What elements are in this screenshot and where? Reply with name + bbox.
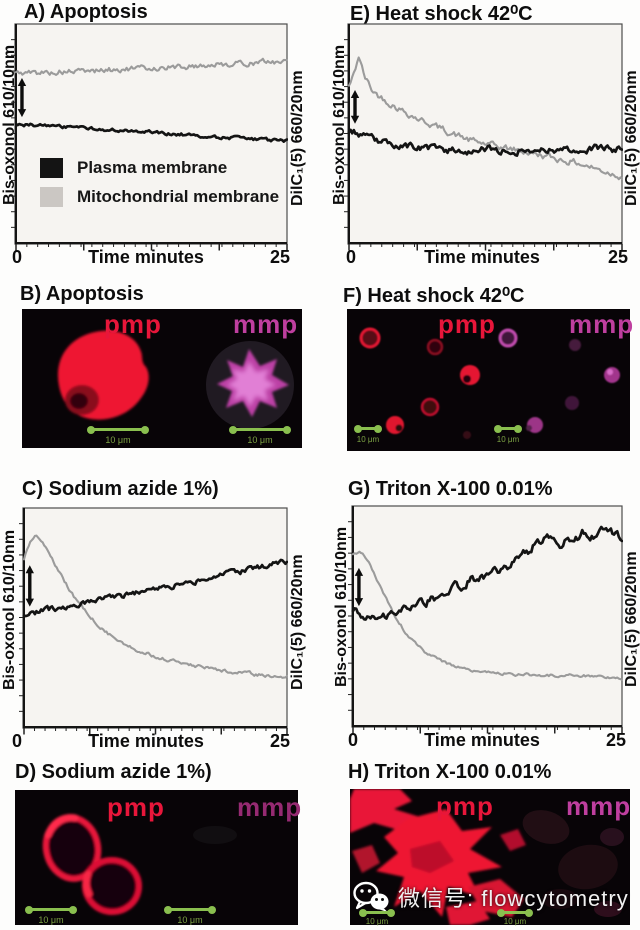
fluorescence-image-apoptosis: pmp mmp 10 μm 10 μm (22, 309, 302, 448)
x-tick-max: 25 (269, 247, 290, 267)
scale-bar-label: 10 μm (356, 435, 380, 444)
pmp-cells (359, 327, 480, 439)
mmp-label: mmp (566, 791, 632, 821)
line-chart-apoptosis (11, 23, 288, 251)
line-chart-sodium-azide (19, 507, 288, 735)
panel-d-title: D) Sodium azide 1%) (15, 761, 212, 783)
x-tick-max: 25 (607, 247, 628, 267)
panel-b-apoptosis-image: B) Apoptosis pmp mmp 10 μm 10 μm (0, 281, 320, 477)
scale-bar-label: 10 μm (177, 915, 203, 925)
pmp-aggregate (350, 789, 526, 925)
panel-a-apoptosis-chart: A) Apoptosis Bis-oxonol 610/10nm DilC₁(5… (0, 0, 320, 277)
x-tick-max: 25 (605, 730, 626, 750)
cell-image-canvas (15, 790, 298, 925)
scale-bar-label: 10 μm (365, 917, 389, 926)
x-tick-max: 25 (269, 731, 290, 751)
pmp-label: pmp (104, 309, 162, 339)
mmp-faint-shapes (522, 810, 624, 917)
scale-bar (25, 905, 77, 914)
line-chart-heat-shock (344, 23, 623, 251)
y-axis-label-right: DilC₁(5) 660/20nm (289, 70, 306, 206)
panel-f-heat-shock-image: F) Heat shock 42⁰C (320, 281, 640, 477)
wechat-watermark: 微信号: flowcytometry (352, 881, 629, 913)
panel-f-title: F) Heat shock 42⁰C (343, 285, 525, 307)
x-axis-label: Time minutes (424, 247, 540, 267)
mmp-label: mmp (569, 309, 635, 339)
x-axis-row: 0 Time minutes 25 (346, 247, 628, 268)
panel-e-title: E) Heat shock 42⁰C (350, 3, 533, 25)
scale-bar (87, 425, 149, 434)
x-axis-label: Time minutes (424, 730, 540, 750)
scale-bar (164, 905, 216, 914)
fluorescence-image-heat-shock: pmp mmp 10 μm 10 μm (347, 309, 633, 451)
legend-item-plasma: Plasma membrane (40, 158, 279, 178)
mmp-cells (498, 328, 620, 433)
scale-bar (497, 908, 533, 917)
x-axis-row: 0 Time minutes 25 (348, 730, 626, 751)
legend-label-mitochondrial: Mitochondrial membrane (77, 187, 280, 206)
scale-bar (354, 424, 382, 433)
panel-h-triton-image: H) Triton X-100 0.01% (320, 761, 640, 930)
mmp-faint-smudge (193, 826, 237, 844)
panel-h-title: H) Triton X-100 0.01% (348, 761, 552, 783)
scale-bar-label: 10 μm (38, 915, 64, 925)
fluorescence-image-triton: pmp mmp 微信号: flowcytometry 10 μm 10 μm (350, 789, 632, 926)
y-axis-label-right: DilC₁(5) 660/20nm (289, 554, 306, 690)
x-tick-min: 0 (12, 731, 23, 751)
mmp-cell-shape (206, 341, 294, 429)
x-tick-min: 0 (346, 247, 357, 267)
panel-b-title: B) Apoptosis (20, 283, 144, 305)
watermark-text: 微信号: flowcytometry (398, 886, 629, 911)
scale-bar (229, 425, 291, 434)
legend-swatch-mitochondrial (40, 187, 63, 207)
cell-image-canvas (22, 309, 302, 448)
x-axis-label: Time minutes (88, 247, 204, 267)
x-tick-min: 0 (348, 730, 359, 750)
scale-bar-label: 10 μm (105, 435, 131, 445)
fluorescence-image-sodium-azide: pmp mmp 10 μm 10 μm (15, 790, 301, 925)
panel-g-title: G) Triton X-100 0.01% (348, 478, 553, 500)
panel-d-sodium-azide-image: D) Sodium azide 1%) pmp mmp 10 μm 10 μm (0, 761, 320, 930)
scale-bar (494, 424, 522, 433)
x-axis-row: 0 Time minutes 25 (12, 247, 290, 268)
pmp-label: pmp (436, 791, 494, 821)
line-chart-triton (348, 505, 623, 734)
legend: Plasma membrane Mitochondrial membrane (40, 158, 279, 207)
panel-e-heat-shock-chart: E) Heat shock 42⁰C Bis-oxonol 610/10nm D… (320, 0, 640, 277)
pmp-label: pmp (438, 309, 496, 339)
pmp-cell-shape (57, 330, 149, 420)
x-axis-row: 0 Time minutes 25 (12, 731, 290, 752)
panel-g-triton-chart: G) Triton X-100 0.01% Bis-oxonol 610/10n… (320, 477, 640, 760)
pmp-label: pmp (107, 792, 165, 822)
mmp-label: mmp (237, 792, 303, 822)
x-axis-label: Time minutes (88, 731, 204, 751)
legend-label-plasma: Plasma membrane (77, 158, 228, 177)
cell-image-canvas (347, 309, 630, 451)
scale-bar (359, 908, 395, 917)
legend-item-mitochondrial: Mitochondrial membrane (40, 187, 279, 207)
wechat-icon (353, 881, 389, 912)
scale-bar-label: 10 μm (503, 917, 527, 926)
panel-c-title: C) Sodium azide 1%) (22, 478, 219, 500)
scale-bar-label: 10 μm (496, 435, 520, 444)
legend-swatch-plasma (40, 158, 63, 178)
panel-c-sodium-azide-chart: C) Sodium azide 1%) Bis-oxonol 610/10nm … (0, 477, 320, 760)
x-tick-min: 0 (12, 247, 23, 267)
panel-a-title: A) Apoptosis (24, 1, 148, 23)
mmp-label: mmp (233, 309, 299, 339)
y-axis-label-right: DilC₁(5) 660/20nm (623, 70, 640, 206)
pmp-cells (42, 814, 142, 916)
cell-image-canvas (350, 789, 630, 925)
scale-bar-label: 10 μm (247, 435, 273, 445)
y-axis-label-right: DilC₁(5) 660/20nm (623, 551, 640, 687)
